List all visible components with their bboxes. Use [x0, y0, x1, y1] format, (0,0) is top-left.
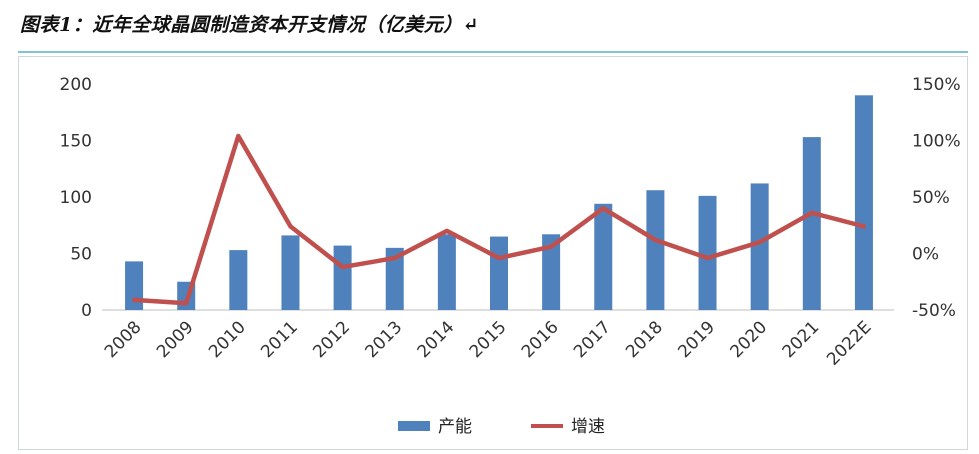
y-left-tick-label: 200 [60, 75, 92, 95]
y-left-tick-label: 50 [70, 245, 92, 265]
legend-bar-label: 产能 [438, 417, 472, 437]
x-tick-label: 2020 [726, 317, 771, 362]
y-left-tick-label: 150 [60, 132, 92, 152]
x-tick-label: 2021 [779, 317, 824, 362]
bar-capacity [333, 245, 352, 310]
bar-capacity [490, 236, 508, 310]
bar-capacity [646, 190, 665, 310]
bar-capacity [385, 247, 404, 310]
bar-capacity [802, 137, 821, 310]
y-right-tick-label: -50% [912, 301, 956, 321]
x-tick-label: 2009 [153, 317, 198, 362]
x-tick-label: 2015 [466, 317, 511, 362]
x-tick-label: 2016 [518, 317, 563, 362]
bar-capacity [594, 203, 613, 310]
x-tick-label: 2018 [622, 317, 667, 362]
x-tick-label: 2019 [674, 317, 719, 362]
legend-bar-swatch [398, 421, 430, 431]
bar-capacity [698, 195, 717, 310]
x-tick-label: 2013 [362, 317, 407, 362]
chart-frame [18, 56, 968, 450]
title-divider [18, 51, 968, 53]
legend-line-label: 增速 [571, 417, 605, 437]
bar-capacity [229, 250, 248, 310]
bar-capacity [281, 235, 300, 310]
x-tick-label: 2011 [257, 317, 302, 362]
y-right-tick-label: 50% [912, 188, 950, 208]
x-tick-label: 2014 [414, 317, 459, 362]
bar-capacity [750, 183, 769, 310]
bar-capacity [125, 261, 144, 310]
y-right-tick-label: 100% [912, 132, 961, 152]
x-tick-label: 2017 [570, 317, 615, 362]
figure-title: 图表1：近年全球晶圆制造资本开支情况（亿美元）↵ [20, 14, 480, 36]
bar-capacity [437, 234, 456, 310]
y-left-tick-label: 0 [81, 301, 92, 321]
y-left-tick-label: 100 [60, 188, 92, 208]
bar-capacity [542, 234, 561, 310]
x-tick-label: 2022E [823, 317, 875, 369]
x-tick-label: 2008 [101, 317, 146, 362]
x-tick-label: 2012 [309, 317, 354, 362]
y-right-tick-label: 150% [912, 75, 961, 95]
bar-capacity [854, 95, 873, 310]
y-right-tick-label: 0% [912, 245, 939, 265]
x-tick-label: 2010 [205, 317, 250, 362]
